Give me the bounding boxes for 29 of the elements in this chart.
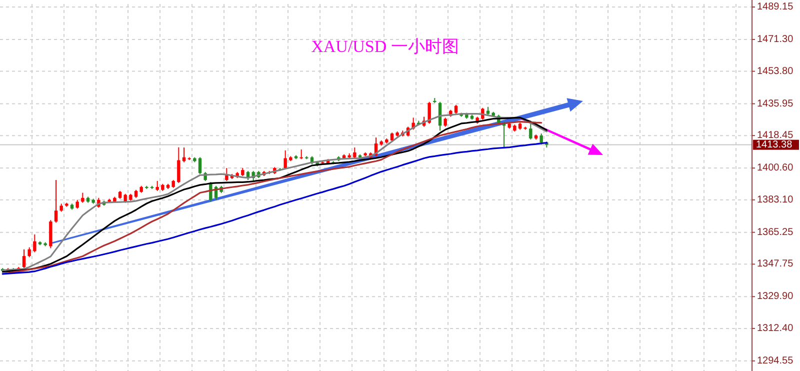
candlestick [81, 192, 84, 204]
y-tick-label: 1418.45 [757, 130, 794, 142]
y-tick-label: 1383.10 [757, 194, 794, 206]
ref-label: 1413.38 [753, 139, 799, 150]
candlestick [540, 132, 543, 145]
y-tick-label: 1365.25 [757, 226, 794, 238]
y-tick-label: 1489.15 [757, 2, 794, 12]
candlestick [444, 117, 447, 128]
y-tick-label: 1435.95 [757, 98, 794, 110]
y-tick-label: 1400.60 [757, 162, 794, 174]
y-tick-label: 1347.75 [757, 258, 794, 270]
candlestick [198, 156, 202, 175]
y-tick-label: 1471.30 [757, 34, 794, 45]
candlestick [33, 234, 36, 253]
candlestick [284, 150, 287, 170]
y-tick-label: 1294.55 [757, 355, 794, 366]
candlestick [54, 180, 58, 224]
candlestick [300, 148, 303, 160]
candlestick [225, 168, 228, 182]
y-tick-label: 1453.80 [757, 66, 794, 77]
y-tick-label: 1312.40 [757, 322, 794, 334]
candlestick [177, 146, 180, 184]
candlestick [156, 180, 159, 192]
candlestick [529, 122, 532, 140]
candlestick [22, 248, 26, 269]
ref-line-label: 1413.38 [756, 139, 793, 150]
y-tick-label: 1329.90 [757, 291, 794, 302]
candlestick [28, 246, 31, 258]
text: XAU/USD 一小时图 [311, 37, 459, 56]
